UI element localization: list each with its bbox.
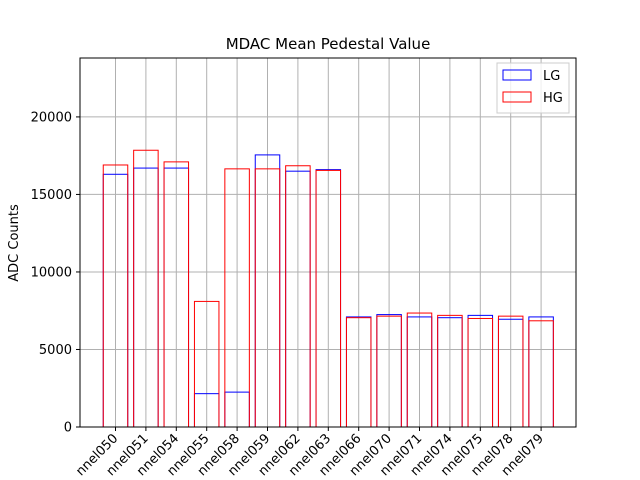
y-tick-label: 15000 (31, 188, 72, 203)
legend-label-lg: LG (543, 69, 560, 84)
grid (80, 58, 576, 428)
y-tick-label: 10000 (31, 265, 72, 280)
legend-swatch-hg (502, 91, 532, 103)
legend-box (496, 62, 570, 114)
legend-swatch-lg (502, 69, 532, 81)
y-tick-label: 0 (64, 421, 72, 436)
legend-label-hg: HG (543, 91, 563, 106)
y-tick-label: 20000 (31, 110, 72, 125)
y-axis-label: ADC Counts (7, 204, 22, 282)
legend: LG HG (496, 62, 570, 114)
axes: 05000100001500020000nnel050nnel051nnel05… (31, 57, 577, 479)
chart-title: MDAC Mean Pedestal Value (226, 35, 431, 53)
y-tick-label: 5000 (39, 343, 72, 358)
